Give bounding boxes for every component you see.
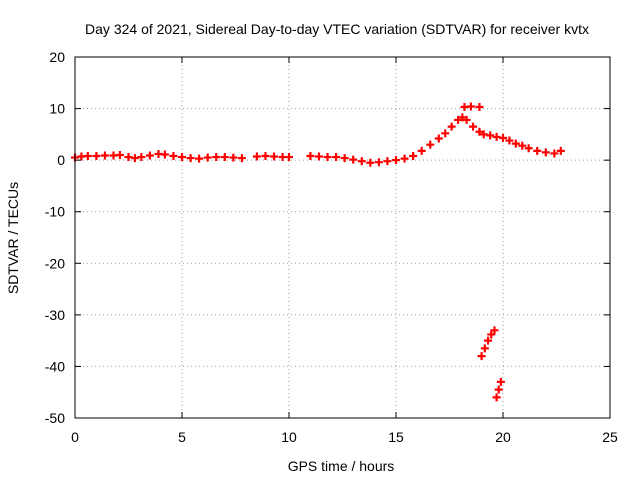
data-point [237,154,246,163]
data-point [400,154,409,163]
data-point [496,377,505,386]
data-point [458,113,467,122]
y-axis-label: SDTVAR / TECUs [5,182,21,294]
data-point [270,152,279,161]
data-point [366,158,375,167]
data-point [541,148,550,157]
data-point [494,385,503,394]
data-point [492,393,501,402]
y-tick-label: -30 [45,307,65,323]
data-point [383,157,392,166]
data-point [462,115,471,124]
x-tick-label: 15 [388,429,404,445]
data-point [169,152,178,161]
data-point [441,129,450,138]
x-tick-label: 0 [71,429,79,445]
data-point [252,152,261,161]
data-point [466,102,475,111]
data-point [306,152,315,161]
x-tick-label: 20 [495,429,511,445]
chart-title: Day 324 of 2021, Sidereal Day-to-day VTE… [85,21,589,37]
data-point [212,153,221,162]
data-point [229,153,238,162]
data-point [220,153,229,162]
data-points [71,102,565,402]
data-point [374,158,383,167]
data-point [490,326,499,335]
data-point [475,127,484,136]
data-point [145,151,154,160]
data-point [349,155,358,164]
data-point [426,140,435,149]
data-point [285,153,293,162]
y-tick-label: -20 [45,255,65,271]
data-point [469,122,478,131]
x-tick-label: 10 [281,429,297,445]
grid-lines [75,57,610,418]
x-axis-label: GPS time / hours [288,458,395,474]
data-point [261,152,270,161]
data-point [447,122,456,131]
data-point [524,144,533,153]
x-tick-labels: 0 5 10 15 20 25 [71,429,618,445]
data-point [203,153,212,162]
data-point [160,150,169,159]
data-point [340,154,349,163]
data-point [409,152,418,161]
data-point [475,103,484,112]
data-point [195,154,204,163]
data-point [487,330,496,339]
y-tick-label: -10 [45,204,65,220]
axis-ticks [74,56,611,419]
data-point [499,133,507,142]
data-point [550,149,559,158]
data-point [357,157,366,166]
data-point [556,146,565,155]
data-point [518,141,527,150]
data-point [100,151,109,160]
x-tick-label: 5 [178,429,186,445]
data-point [115,150,124,159]
y-tick-label: 20 [49,49,65,65]
y-tick-label: 10 [49,101,65,117]
data-point [332,153,341,162]
y-tick-label: 0 [57,152,65,168]
y-tick-labels: -50 -40 -30 -20 -10 0 10 20 [45,49,65,426]
y-tick-label: -50 [45,410,65,426]
data-point [511,139,520,148]
plot-frame [74,56,611,419]
data-point [480,344,489,353]
data-point [477,352,486,361]
data-point [484,336,493,345]
data-point [137,153,146,162]
data-point [392,156,400,165]
data-point [186,154,195,163]
x-tick-label: 25 [602,429,618,445]
data-point [178,153,186,162]
data-point [314,152,323,161]
data-point [92,152,101,161]
data-point [454,115,463,124]
data-point [434,134,443,143]
data-point [417,146,426,155]
data-point [533,146,542,155]
y-tick-label: -40 [45,358,65,374]
data-point [505,136,514,145]
data-point [83,152,92,161]
data-point [486,131,495,140]
data-point [323,153,332,162]
